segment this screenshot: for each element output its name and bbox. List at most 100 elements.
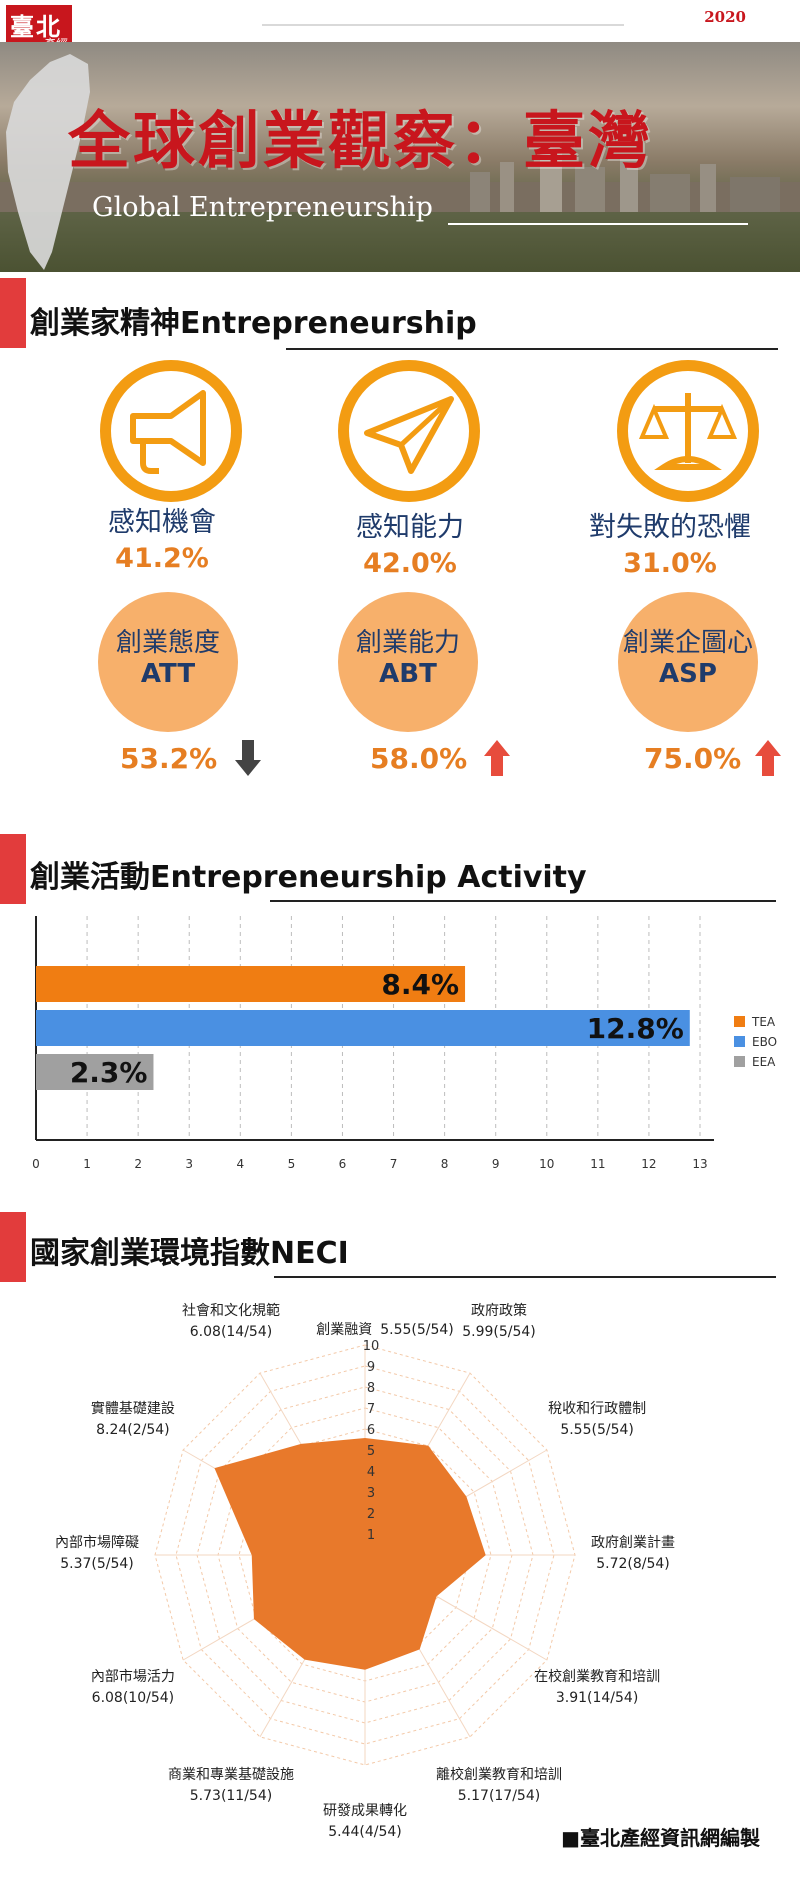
radar-axis-label: 稅收和行政體制 5.55(5/54) [512,1399,682,1441]
radar-axis-value: 6.08(14/54) [189,1323,273,1340]
radar-axis-name: 稅收和行政體制 [548,1401,647,1417]
x-tick-label: 2 [134,1157,142,1171]
radar-tick-label: 6 [367,1423,375,1438]
abt-label-zh: 創業能力 [355,628,460,658]
arrow-down-icon [235,740,261,776]
radar-axis-label: 政府創業計畫 5.72(8/54) [548,1533,718,1575]
data-label-eea: 2.3% [70,1056,148,1089]
metric-value-fear-of-failure: 31.0% [623,548,717,579]
att-label-zh: 創業態度 [115,628,220,658]
bar-tea [36,966,466,1002]
radar-axis-name: 在校創業教育和培訓 [534,1669,661,1685]
radar-axis-name: 政府創業計畫 [591,1535,675,1551]
asp-label-en: ASP [659,659,717,689]
arrow-up-icon [755,740,781,776]
x-tick-label: 6 [339,1157,347,1171]
header-divider [262,24,624,26]
radar-axis-value: 5.17(17/54) [457,1788,541,1805]
radar-axis-label: 內部市場活力 6.08(10/54) [48,1667,218,1709]
legend-swatch-ebo [734,1036,745,1047]
x-tick-label: 12 [641,1157,656,1171]
year-label: 2020 [704,8,746,26]
radar-tick-label: 1 [367,1528,375,1543]
x-tick-label: 8 [441,1157,449,1171]
radar-axis-label: 離校創業教育和培訓 5.17(17/54) [414,1765,584,1807]
radar-axis-value: 8.24(2/54) [96,1422,170,1438]
x-tick-label: 5 [288,1157,296,1171]
radar-axis-value: 5.73(11/54) [189,1788,273,1805]
metric-label-capability: 感知能力 [356,512,464,543]
x-tick-label: 11 [590,1157,605,1171]
abt-value: 58.0% [370,742,468,775]
page-title: 全球創業觀察：臺灣 [68,104,654,177]
radar-axis-value: 5.72(8/54) [596,1556,670,1572]
radar-axis-label: 研發成果轉化 5.44(4/54) [280,1801,450,1843]
att-label-en: ATT [140,659,196,689]
radar-axis-value: 5.37(5/54) [60,1556,134,1572]
section-title-neci: 國家創業環境指數NECI [30,1236,349,1271]
radar-tick-label: 3 [367,1486,375,1501]
radar-axis-name: 社會和文化規範 [182,1302,280,1319]
asp-value: 75.0% [644,742,742,775]
radar-tick-label: 8 [367,1381,375,1396]
legend-swatch-eea [734,1056,745,1067]
megaphone-icon [100,360,242,502]
section-title-entrepreneurship: 創業家精神Entrepreneurship [30,306,477,341]
metric-label-fear-of-failure: 對失敗的恐懼 [589,512,751,543]
footer-credit: ■臺北產經資訊網編製 [561,1826,760,1850]
radar-axis-label: 商業和專業基礎設施 5.73(11/54) [146,1765,316,1807]
bar-ebo [36,1010,690,1046]
taiwan-map-icon [6,54,90,270]
att-value: 53.2% [120,742,218,775]
legend-label-tea: TEA [751,1015,776,1029]
radar-tick-label: 4 [367,1465,375,1480]
legend-label-ebo: EBO [752,1035,777,1049]
subtitle-underline [448,223,748,225]
x-tick-label: 9 [492,1157,500,1171]
page-subtitle: Global Entrepreneurship [92,192,433,223]
abt-label-en: ABT [379,659,437,689]
metric-label-opportunity: 感知機會 [108,507,216,538]
metric-value-capability: 42.0% [363,548,457,579]
radar-tick-label: 5 [367,1444,375,1459]
x-tick-label: 10 [539,1157,554,1171]
metric-value-opportunity: 41.2% [115,543,209,574]
radar-axis-value: 3.91(14/54) [555,1690,639,1706]
radar-axis-value: 6.08(10/54) [91,1690,175,1706]
x-tick-label: 13 [692,1157,707,1171]
radar-axis-value: 5.44(4/54) [328,1824,402,1840]
hero-banner [0,42,800,272]
radar-axis-value: 5.55(5/54) [560,1422,634,1438]
balance-scale-icon [617,360,759,502]
asp-label-zh: 創業企圖心 [622,628,753,658]
radar-axis-name: 離校創業教育和培訓 [436,1767,562,1784]
radar-tick-label: 9 [367,1360,375,1375]
asp-circle: 創業企圖心 ASP [618,592,758,732]
radar-axis-name: 商業和專業基礎設施 [168,1767,294,1784]
x-tick-label: 3 [185,1157,193,1171]
radar-axis-name: 政府政策 [471,1302,527,1319]
section-divider [286,348,778,350]
legend-label-eea: EEA [752,1055,776,1069]
x-tick-label: 0 [32,1157,40,1171]
x-tick-label: 4 [236,1157,244,1171]
abt-circle: 創業能力 ABT [338,592,478,732]
arrow-up-icon [484,740,510,776]
radar-tick-label: 7 [367,1402,375,1417]
logo-top-text: 臺北 [10,12,62,41]
data-label-tea: 8.4% [381,968,459,1001]
neci-radar-chart: 1 2 3 4 5 6 7 8 9 10 [154,1339,576,1766]
radar-axis-value: 5.55(5/54) [380,1322,454,1338]
radar-axis-label: 在校創業教育和培訓 3.91(14/54) [512,1667,682,1709]
radar-axis-name: 創業融資 [316,1322,373,1338]
activity-bar-chart: 8.4%12.8%2.3% 0 1 2 3 4 5 6 7 8 9 10 11 12 13 TEAEBOE… [32,916,777,1171]
city-skyline-illustration [0,142,800,212]
radar-axis-name: 研發成果轉化 [323,1803,407,1819]
paper-plane-icon [338,360,480,502]
x-tick-label: 7 [390,1157,398,1171]
att-circle: 創業態度 ATT [98,592,238,732]
radar-axis-label: 實體基礎建設 8.24(2/54) [48,1399,218,1441]
radar-tick-label: 10 [363,1339,380,1354]
radar-tick-label: 2 [367,1507,375,1522]
data-label-ebo: 12.8% [587,1012,684,1045]
